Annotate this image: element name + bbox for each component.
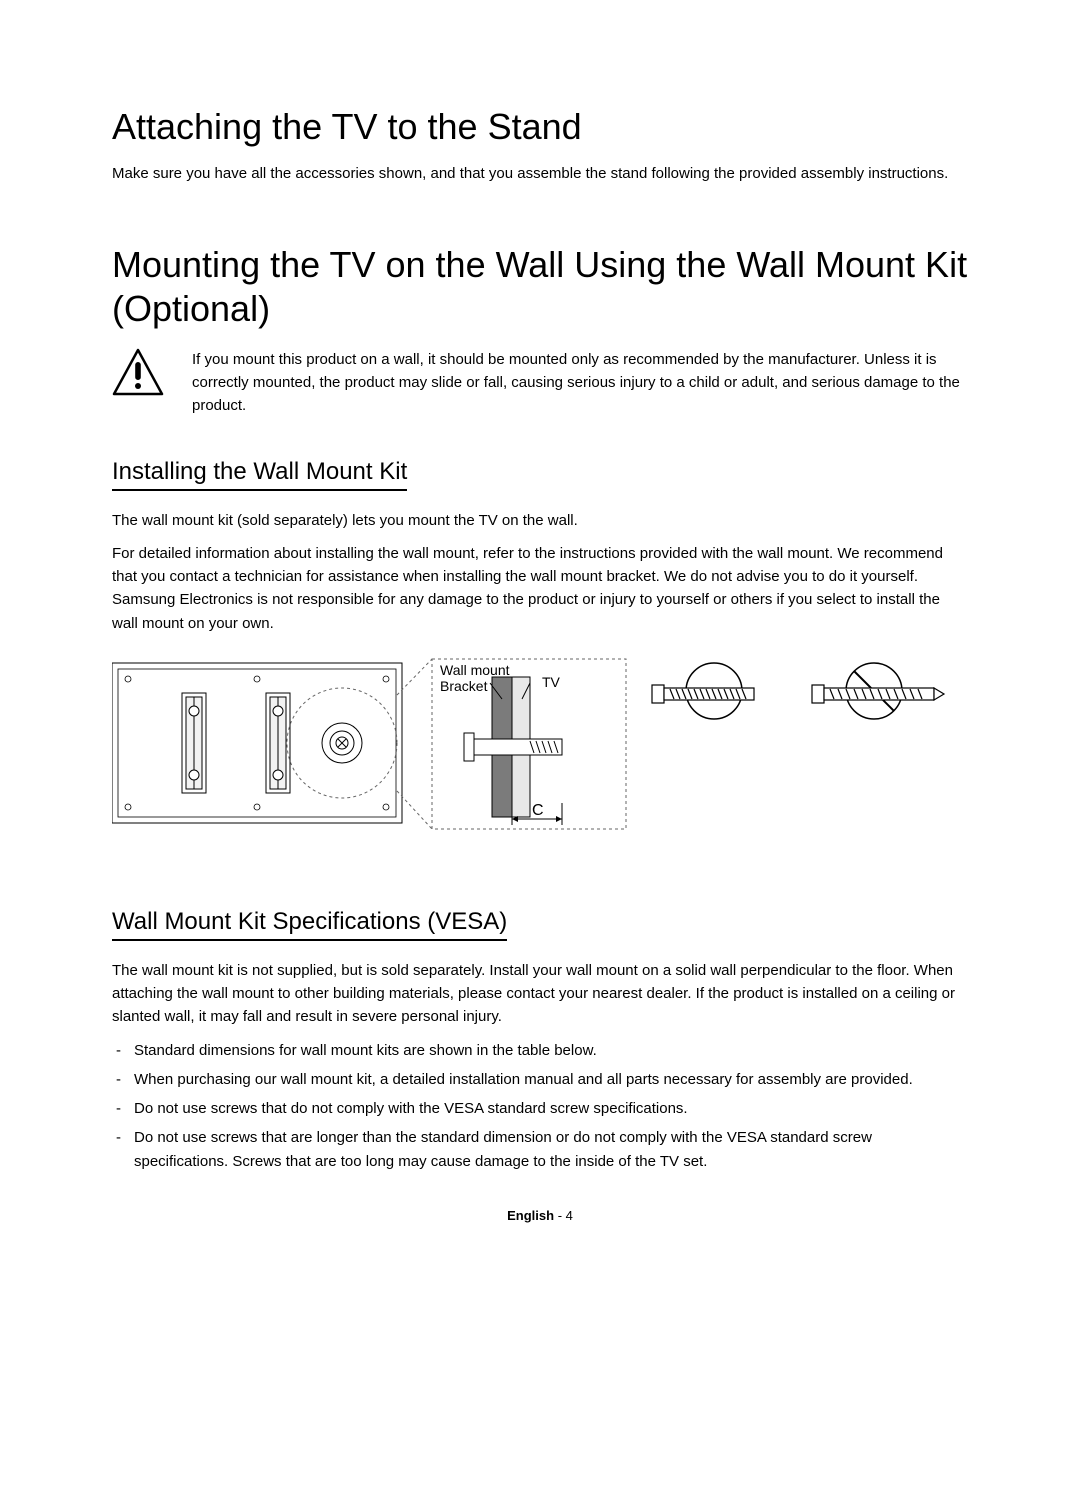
heading-attach-stand: Attaching the TV to the Stand	[112, 105, 968, 148]
warning-icon	[112, 348, 164, 401]
intro-attach-stand: Make sure you have all the accessories s…	[112, 162, 968, 185]
wall-mount-diagram: Wall mount Bracket TV C	[112, 653, 968, 848]
install-p2: For detailed information about installin…	[112, 542, 968, 635]
label-wall-mount-bracket-2: Bracket	[440, 678, 488, 694]
spec-bullet: Do not use screws that are longer than t…	[112, 1126, 968, 1173]
install-p1: The wall mount kit (sold separately) let…	[112, 509, 968, 532]
heading-spec-vesa: Wall Mount Kit Specifications (VESA)	[112, 908, 507, 941]
label-wall-mount-bracket-1: Wall mount	[440, 662, 510, 678]
spec-bullet-list: Standard dimensions for wall mount kits …	[112, 1039, 968, 1173]
page-footer: English - 4	[0, 1208, 1080, 1223]
spec-bullet: When purchasing our wall mount kit, a de…	[112, 1068, 968, 1091]
heading-wall-mount: Mounting the TV on the Wall Using the Wa…	[112, 243, 968, 329]
heading-install-kit: Installing the Wall Mount Kit	[112, 458, 407, 491]
spec-intro: The wall mount kit is not supplied, but …	[112, 959, 968, 1029]
warning-text: If you mount this product on a wall, it …	[192, 348, 968, 418]
label-c: C	[532, 802, 544, 819]
spec-bullet: Standard dimensions for wall mount kits …	[112, 1039, 968, 1062]
label-tv: TV	[542, 674, 561, 690]
spec-bullet: Do not use screws that do not comply wit…	[112, 1097, 968, 1120]
